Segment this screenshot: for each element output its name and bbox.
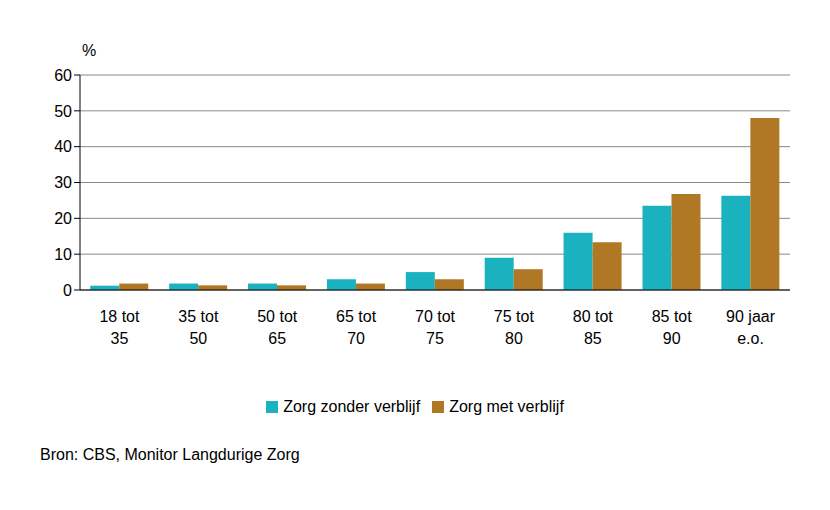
svg-text:20: 20 (54, 210, 72, 227)
svg-text:30: 30 (54, 174, 72, 191)
html-text:Bron: CBS, Monitor Langdurige: Bron: CBS, Monitor Langdurige Zorg (40, 446, 300, 463)
svg-text:70 tot75: 70 tot75 (415, 308, 456, 347)
svg-text:75 tot80: 75 tot80 (494, 308, 535, 347)
html-text:Zorg met verblijf: Zorg met verblijf (449, 398, 564, 415)
svg-text:50 tot65: 50 tot65 (257, 308, 298, 347)
svg-text:80 tot85: 80 tot85 (573, 308, 614, 347)
svg-text:50: 50 (54, 103, 72, 120)
svg-text:40: 40 (54, 138, 72, 155)
html-text:Zorg zonder verblijf: Zorg zonder verblijf (283, 398, 421, 415)
svg-text:18 tot35: 18 tot35 (99, 308, 140, 347)
svg-text:35 tot50: 35 tot50 (178, 308, 219, 347)
svg-text:60: 60 (54, 67, 72, 84)
svg-text:85 tot90: 85 tot90 (652, 308, 693, 347)
svg-text:65 tot70: 65 tot70 (336, 308, 377, 347)
svg-text:10: 10 (54, 246, 72, 263)
svg-text:0: 0 (63, 282, 72, 299)
svg-text:90 jaare.o.: 90 jaare.o. (726, 308, 776, 347)
